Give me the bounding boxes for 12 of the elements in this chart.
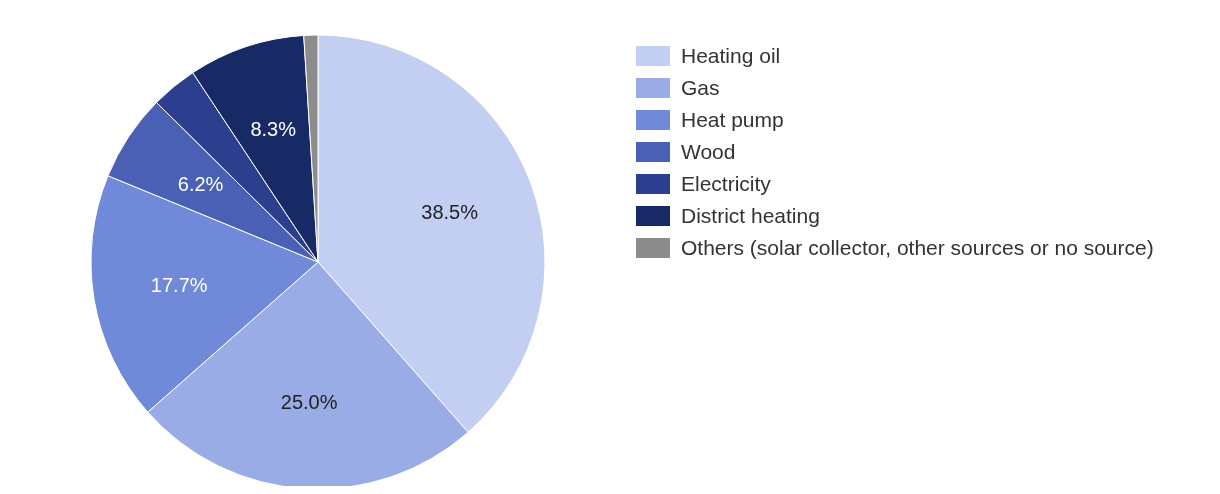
data-label: 6.2% (177, 173, 224, 196)
legend-label: Electricity (681, 172, 771, 196)
data-label: 38.5% (421, 201, 479, 224)
legend-label: Gas (681, 76, 720, 100)
data-label: 8.3% (250, 117, 297, 140)
legend-label: District heating (681, 204, 820, 228)
legend-label: Others (solar collector, other sources or no source) (681, 236, 1154, 260)
legend-label: Heating oil (681, 44, 781, 68)
data-label: 25.0% (280, 391, 338, 414)
legend-label: Heat pump (681, 108, 784, 132)
legend-label: Wood (681, 140, 736, 164)
data-label: 17.7% (150, 274, 208, 297)
